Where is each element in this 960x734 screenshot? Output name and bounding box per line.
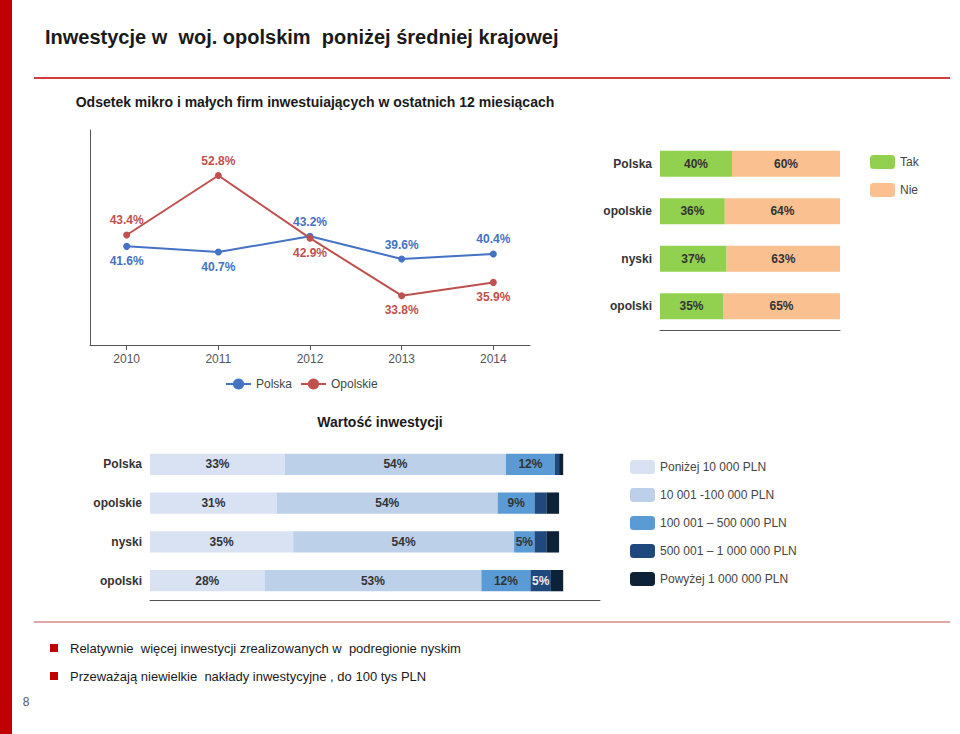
svg-text:Inwestycje w woj. opolskim p: Inwestycje w woj. opolskim poniżej średn…	[45, 26, 558, 48]
svg-text:2013: 2013	[388, 352, 415, 366]
svg-text:12%: 12%	[518, 457, 542, 471]
svg-text:63%: 63%	[771, 252, 795, 266]
svg-text:5%: 5%	[532, 574, 550, 588]
svg-text:33%: 33%	[205, 457, 229, 471]
svg-text:Poniżej 10 000 PLN: Poniżej 10 000 PLN	[660, 460, 766, 474]
svg-text:nyski: nyski	[111, 535, 142, 549]
svg-text:60%: 60%	[774, 157, 798, 171]
svg-text:2011: 2011	[205, 352, 231, 366]
svg-text:43.2%: 43.2%	[293, 215, 327, 229]
svg-text:54%: 54%	[383, 457, 407, 471]
svg-text:500 001 – 1 000 000 PLN: 500 001 – 1 000 000 PLN	[660, 544, 797, 558]
svg-text:65%: 65%	[769, 299, 793, 313]
svg-text:64%: 64%	[770, 204, 794, 218]
svg-text:53%: 53%	[361, 574, 385, 588]
svg-text:Powyżej 1 000 000 PLN: Powyżej 1 000 000 PLN	[660, 572, 788, 586]
svg-text:nyski: nyski	[621, 252, 652, 266]
svg-text:2010: 2010	[113, 352, 140, 366]
svg-text:Nie: Nie	[900, 183, 918, 197]
svg-text:40.4%: 40.4%	[476, 232, 510, 246]
svg-text:Polska: Polska	[256, 377, 292, 391]
svg-text:opolski: opolski	[100, 574, 142, 588]
svg-text:40%: 40%	[684, 157, 708, 171]
svg-text:Odsetek mikro i małych firm in: Odsetek mikro i małych firm inwestuiając…	[76, 94, 555, 110]
svg-text:Polska: Polska	[103, 457, 142, 471]
svg-text:54%: 54%	[392, 535, 416, 549]
svg-text:Opolskie: Opolskie	[331, 377, 378, 391]
svg-text:Tak: Tak	[900, 155, 920, 169]
svg-text:2014: 2014	[480, 352, 507, 366]
svg-text:31%: 31%	[201, 496, 225, 510]
svg-text:2012: 2012	[297, 352, 324, 366]
svg-text:28%: 28%	[195, 574, 219, 588]
svg-text:Wartość inwestycji: Wartość inwestycji	[317, 414, 443, 430]
svg-text:Relatywnie więcej inwestycji: Relatywnie więcej inwestycji zrealizowan…	[70, 641, 461, 656]
svg-text:100 001 – 500 000 PLN: 100 001 – 500 000 PLN	[660, 516, 787, 530]
svg-text:42.9%: 42.9%	[293, 246, 327, 260]
svg-text:12%: 12%	[494, 574, 518, 588]
svg-text:35%: 35%	[210, 535, 234, 549]
svg-text:opolski: opolski	[610, 299, 652, 313]
svg-text:39.6%: 39.6%	[385, 238, 419, 252]
svg-text:opolskie: opolskie	[603, 204, 652, 218]
svg-text:40.7%: 40.7%	[201, 260, 235, 274]
svg-text:5%: 5%	[516, 535, 534, 549]
svg-text:37%: 37%	[681, 252, 705, 266]
svg-text:41.6%: 41.6%	[110, 254, 144, 268]
svg-text:35.9%: 35.9%	[476, 290, 510, 304]
svg-text:33.8%: 33.8%	[385, 303, 419, 317]
svg-text:Przeważają niewielkie nakłady: Przeważają niewielkie nakłady inwestycyj…	[70, 669, 426, 684]
svg-text:43.4%: 43.4%	[110, 213, 144, 227]
svg-text:10 001 -100 000 PLN: 10 001 -100 000 PLN	[660, 488, 774, 502]
svg-text:Polska: Polska	[613, 157, 652, 171]
svg-text:opolskie: opolskie	[93, 496, 142, 510]
svg-text:36%: 36%	[680, 204, 704, 218]
svg-text:52.8%: 52.8%	[201, 154, 235, 168]
svg-text:8: 8	[23, 695, 30, 709]
svg-text:9%: 9%	[507, 496, 525, 510]
svg-text:54%: 54%	[375, 496, 399, 510]
svg-text:35%: 35%	[679, 299, 703, 313]
